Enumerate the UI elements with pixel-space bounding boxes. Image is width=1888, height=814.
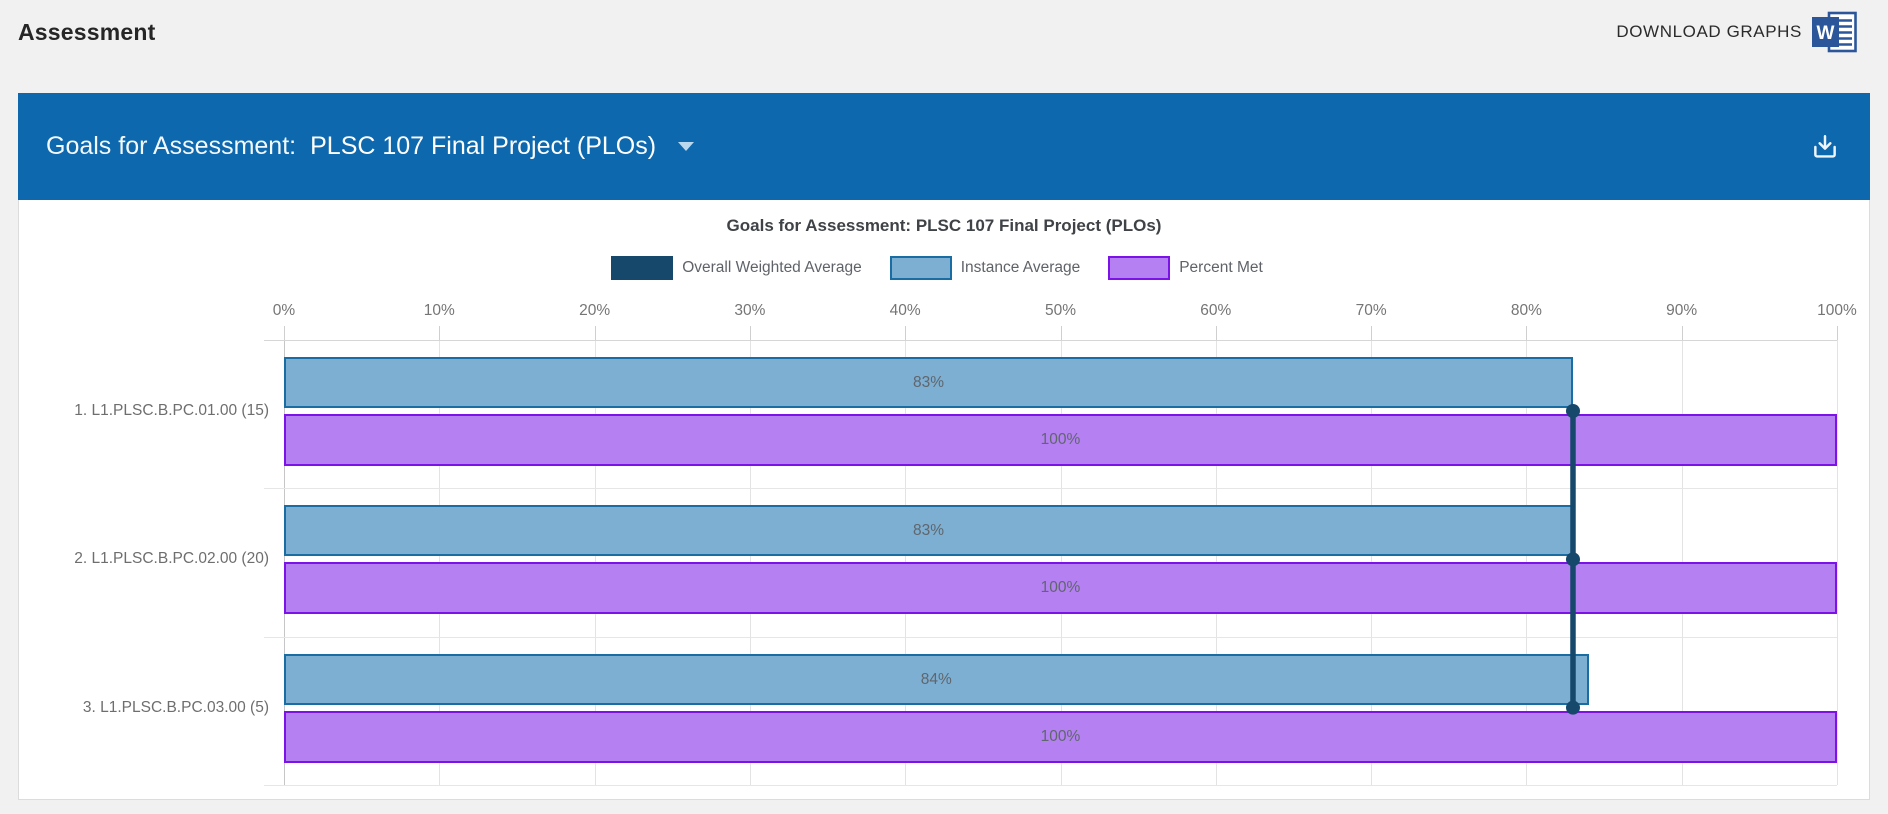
axis-tick-label: 80% xyxy=(1510,302,1542,319)
download-icon[interactable] xyxy=(1810,132,1840,162)
row-separator xyxy=(264,488,1837,490)
axis-tick xyxy=(1371,326,1373,340)
chevron-down-icon[interactable] xyxy=(678,142,695,151)
category-label: 3. L1.PLSC.B.PC.03.00 (5) xyxy=(82,698,269,716)
axis-tick xyxy=(905,326,907,340)
legend-item-instance-average[interactable]: Instance Average xyxy=(889,256,1081,280)
axis-tick xyxy=(1060,326,1062,340)
axis-tick-label: 60% xyxy=(1200,302,1232,319)
category-label: 2. L1.PLSC.B.PC.02.00 (20) xyxy=(74,550,269,568)
legend-item-percent-met[interactable]: Percent Met xyxy=(1108,256,1263,280)
panel-header: Goals for Assessment: PLSC 107 Final Pro… xyxy=(18,93,1870,200)
panel-title-label: Goals for Assessment: xyxy=(46,132,297,160)
axis-tick-label: 100% xyxy=(1817,302,1857,319)
axis-tick-label: 90% xyxy=(1666,302,1698,319)
instance-average-bar[interactable]: 83% xyxy=(284,505,1573,557)
row-separator xyxy=(264,340,1837,341)
axis-tick-label: 40% xyxy=(889,302,921,319)
download-graphs-label: DOWNLOAD GRAPHS xyxy=(1616,22,1802,41)
word-document-icon: W xyxy=(1812,11,1857,53)
svg-text:W: W xyxy=(1817,23,1835,44)
plot-area: 0% 10% 20% 30% 40% 50% 60% 70% 80% 90% 100% 1. L1.P… xyxy=(74,302,1857,786)
bar-value-label: 100% xyxy=(1040,727,1081,745)
legend-swatch-overall-weighted-average xyxy=(611,256,674,280)
axis-tick xyxy=(284,326,285,340)
axis-tick-label: 70% xyxy=(1355,302,1387,319)
chart-title: Goals for Assessment: PLSC 107 Final Pro… xyxy=(726,216,1162,235)
legend-item-overall-weighted-average[interactable]: Overall Weighted Average xyxy=(611,256,862,280)
assessment-selector-value[interactable]: PLSC 107 Final Project (PLOs) xyxy=(310,132,657,160)
percent-met-bar[interactable]: 100% xyxy=(284,710,1837,763)
axis-tick-label: 0% xyxy=(272,302,296,319)
bar-value-label: 100% xyxy=(1040,579,1081,597)
axis-tick-label: 30% xyxy=(734,302,766,319)
legend-label: Percent Met xyxy=(1179,259,1263,276)
axis-tick-label: 50% xyxy=(1044,302,1077,319)
axis-tick xyxy=(1526,326,1528,340)
axis-tick-label: 10% xyxy=(423,302,455,319)
page-title: Assessment xyxy=(18,18,156,45)
download-graphs-button[interactable]: DOWNLOAD GRAPHS W xyxy=(1616,11,1858,53)
panel-title: Goals for Assessment: PLSC 107 Final Pro… xyxy=(46,132,656,161)
legend-label: Overall Weighted Average xyxy=(682,259,862,276)
axis-tick xyxy=(439,326,441,340)
legend-swatch-instance-average xyxy=(889,256,952,280)
assessment-panel: Goals for Assessment: PLSC 107 Final Pro… xyxy=(18,93,1870,800)
instance-average-bar[interactable]: 84% xyxy=(284,653,1589,705)
axis-tick-label: 20% xyxy=(579,302,611,319)
axis-tick xyxy=(1837,326,1838,340)
legend-label: Instance Average xyxy=(960,259,1081,276)
row-separator xyxy=(264,636,1837,638)
bar-value-label: 84% xyxy=(920,670,952,688)
chart-legend: Overall Weighted Average Instance Averag… xyxy=(19,256,1869,280)
axis-tick xyxy=(1215,326,1217,340)
instance-average-bar[interactable]: 83% xyxy=(284,357,1573,408)
category-label: 1. L1.PLSC.B.PC.01.00 (15) xyxy=(74,402,269,419)
axis-tick xyxy=(594,326,596,340)
gridline xyxy=(1837,340,1838,785)
percent-met-bar[interactable]: 100% xyxy=(284,562,1837,615)
axis-tick xyxy=(749,326,751,340)
top-header: Assessment DOWNLOAD GRAPHS W xyxy=(0,0,1888,64)
percent-met-bar[interactable]: 100% xyxy=(284,414,1837,466)
row-separator xyxy=(264,785,1837,786)
axis-tick xyxy=(1681,326,1683,340)
chart-area: Goals for Assessment: PLSC 107 Final Pro… xyxy=(19,200,1869,799)
bar-value-label: 83% xyxy=(912,522,944,540)
bar-value-label: 100% xyxy=(1040,431,1081,448)
bar-value-label: 83% xyxy=(912,374,944,391)
legend-swatch-percent-met xyxy=(1108,256,1171,280)
